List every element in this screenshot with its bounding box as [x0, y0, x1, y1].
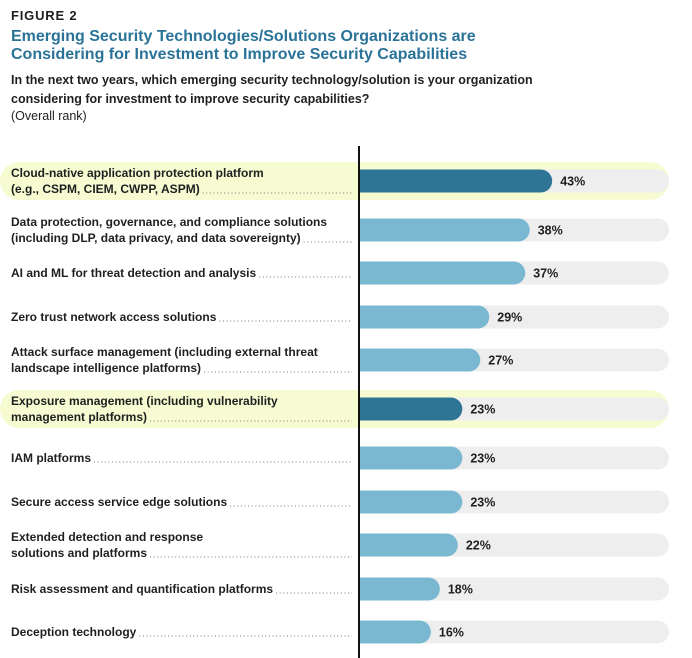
category-label: Secure access service edge solutions	[11, 495, 227, 509]
chart-title: Emerging Security Technologies/Solutions…	[11, 28, 476, 63]
category-label: Attack surface management (including ext…	[11, 345, 318, 359]
category-label: (including DLP, data privacy, and data s…	[11, 231, 301, 245]
chart-rows: 43% Cloud-native application protection p…	[0, 162, 669, 644]
value-label: 43%	[560, 175, 585, 189]
rank-note: (Overall rank)	[11, 109, 87, 123]
bar-row: 38% Data protection, governance, and comp…	[11, 215, 669, 245]
bar-row: 43% Cloud-native application protection p…	[0, 162, 669, 200]
bar-row: 29% Zero trust network access solutions	[11, 305, 669, 329]
bar-row: 23% Exposure management (including vulner…	[0, 390, 669, 428]
value-label: 23%	[470, 452, 495, 466]
bar	[359, 397, 463, 421]
bar	[359, 620, 431, 644]
category-label: solutions and platforms	[11, 546, 147, 560]
bar	[359, 348, 481, 372]
bar	[359, 490, 463, 514]
category-label: IAM platforms	[11, 451, 91, 465]
category-label: Extended detection and response	[11, 530, 203, 544]
value-label: 18%	[448, 583, 473, 597]
value-label: 23%	[470, 403, 495, 417]
value-label: 27%	[488, 354, 513, 368]
bar	[359, 218, 530, 242]
bar	[359, 305, 490, 329]
category-label: Data protection, governance, and complia…	[11, 215, 327, 229]
category-label: Exposure management (including vulnerabi…	[11, 394, 278, 408]
category-label: Deception technology	[11, 625, 137, 639]
category-label: landscape intelligence platforms)	[11, 361, 201, 375]
value-label: 29%	[497, 311, 522, 325]
category-label: Cloud-native application protection plat…	[11, 166, 264, 180]
bar-row: 23% IAM platforms	[11, 446, 669, 470]
bar-row: 22% Extended detection and response soluti…	[11, 530, 669, 560]
category-label: (e.g., CSPM, CIEM, CWPP, ASPM)	[11, 182, 200, 196]
bar	[359, 446, 463, 470]
category-label: AI and ML for threat detection and analy…	[11, 266, 256, 280]
figure-label: FIGURE 2	[11, 8, 78, 23]
bar-row: 23% Secure access service edge solutions	[11, 490, 669, 514]
value-label: 37%	[533, 267, 558, 281]
bar	[359, 261, 526, 285]
bar	[359, 533, 458, 557]
survey-question: In the next two years, which emerging se…	[11, 73, 533, 106]
bar-row: 37% AI and ML for threat detection and an…	[11, 261, 669, 285]
bar-row: 18% Risk assessment and quantification pl…	[11, 577, 669, 601]
bar-row: 27% Attack surface management (including …	[11, 345, 669, 375]
bar-row: 16% Deception technology	[11, 620, 669, 644]
category-label: Risk assessment and quantification platf…	[11, 582, 273, 596]
bar	[359, 577, 440, 601]
category-label: management platforms)	[11, 410, 147, 424]
value-label: 38%	[538, 224, 563, 238]
value-label: 16%	[439, 626, 464, 640]
bar-track	[359, 620, 669, 644]
category-label: Zero trust network access solutions	[11, 310, 217, 324]
value-label: 23%	[470, 496, 495, 510]
value-label: 22%	[466, 539, 491, 553]
bar	[359, 169, 553, 193]
